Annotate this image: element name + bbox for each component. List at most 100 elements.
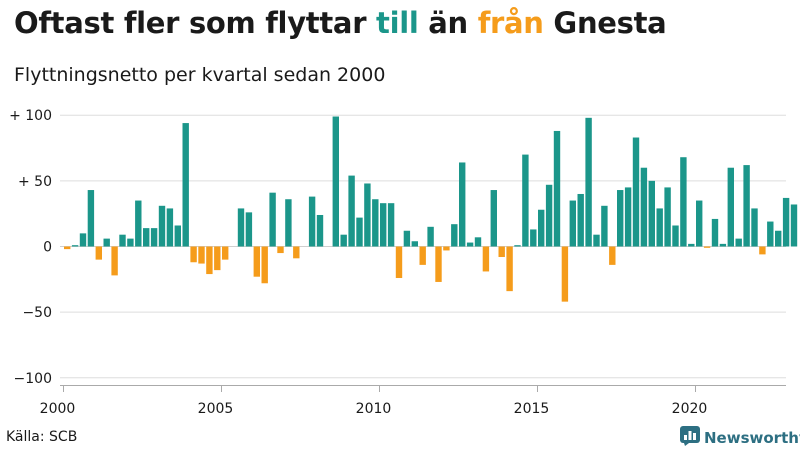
brand-name: Newsworthy [704, 429, 800, 447]
bar-chart: + 100 + 50 0 −50 −100 2000 2005 2010 2015 2020 [9, 108, 798, 417]
bar [403, 230, 411, 247]
bar [87, 190, 95, 247]
bar [340, 234, 347, 247]
bar [135, 200, 142, 247]
bar [719, 243, 727, 247]
bar [703, 246, 711, 248]
bar [245, 212, 253, 247]
bar [569, 200, 576, 247]
bar [466, 242, 474, 247]
title-part-3: Gnesta [543, 6, 667, 40]
bar [79, 233, 87, 247]
bar [617, 190, 624, 247]
bar [206, 246, 213, 275]
bar [277, 246, 284, 254]
x-tick-label: 2000 [40, 401, 76, 417]
bar [609, 246, 616, 265]
bar [427, 226, 434, 247]
bar [150, 228, 158, 247]
bar [316, 214, 324, 247]
bar [561, 246, 569, 302]
bar [356, 217, 363, 247]
bar [459, 162, 466, 247]
bar [696, 200, 703, 247]
bar [253, 246, 260, 277]
y-tick-label: −50 [22, 305, 52, 321]
bar [767, 221, 774, 247]
bar [759, 246, 766, 255]
bar [419, 246, 426, 265]
bar [751, 208, 758, 247]
bar [577, 193, 584, 247]
bar [593, 234, 600, 247]
bar [553, 130, 561, 247]
bar [522, 154, 529, 247]
title-part-1: Oftast fler som flyttar [14, 6, 376, 40]
bar [672, 225, 679, 247]
bar [293, 246, 300, 259]
bar [143, 228, 150, 247]
bar [308, 196, 316, 247]
bar [648, 180, 655, 247]
bar [411, 241, 418, 247]
bar [103, 238, 110, 247]
bar [119, 234, 126, 247]
bar [680, 157, 687, 247]
bar [222, 246, 229, 260]
bar [111, 246, 118, 276]
x-tick-label: 2005 [198, 401, 234, 417]
x-tick-label: 2020 [672, 401, 708, 417]
bar [95, 246, 102, 260]
bar [380, 203, 387, 247]
bar [261, 246, 268, 284]
bar [64, 246, 71, 250]
y-tick-label: + 50 [18, 174, 52, 190]
bar [790, 204, 798, 247]
bar [348, 175, 355, 247]
bar [332, 116, 339, 247]
y-tick-label: + 100 [9, 108, 52, 124]
bar [387, 203, 395, 247]
title-till: till [376, 6, 419, 40]
chart-subtitle: Flyttningsnetto per kvartal sedan 2000 [14, 64, 386, 86]
bar [198, 246, 205, 264]
bar [688, 243, 695, 247]
bar [482, 246, 490, 272]
bar [538, 209, 545, 247]
x-tick-label: 2015 [514, 401, 550, 417]
bar [656, 208, 663, 247]
bar [269, 192, 276, 247]
bar [190, 246, 197, 263]
bar [174, 225, 181, 247]
bar [585, 117, 592, 247]
bar [498, 246, 505, 258]
bar [451, 224, 458, 247]
bar [127, 238, 134, 247]
bar [214, 246, 221, 271]
y-tick-label: 0 [43, 240, 52, 256]
bar [545, 184, 553, 247]
title-fran: från [477, 6, 544, 40]
bar [166, 208, 174, 247]
bar [435, 246, 442, 282]
bar [237, 208, 245, 247]
bar [624, 187, 632, 247]
brand-logo[interactable]: Newsworthy [680, 426, 800, 450]
newsworthy-logo-icon [680, 426, 700, 450]
bar [743, 165, 750, 247]
bar [364, 183, 371, 247]
bar [640, 167, 648, 247]
bar [158, 205, 166, 247]
bar [71, 245, 79, 247]
bar [395, 246, 403, 279]
bar [711, 218, 719, 247]
bar [782, 197, 790, 247]
bar [735, 238, 742, 247]
bar [182, 123, 189, 247]
bar [443, 246, 450, 251]
bar [601, 205, 608, 247]
bar [474, 237, 482, 247]
bar [372, 199, 379, 247]
y-tick-label: −100 [14, 371, 52, 387]
bar [775, 230, 782, 247]
